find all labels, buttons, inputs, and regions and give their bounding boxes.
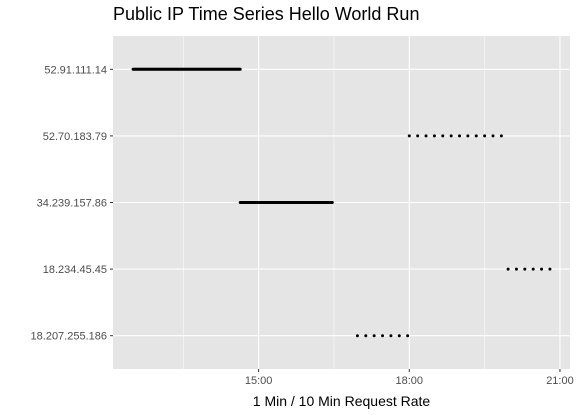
data-point bbox=[373, 334, 376, 337]
x-tick-label: 15:00 bbox=[245, 375, 273, 387]
x-axis-title: 1 Min / 10 Min Request Rate bbox=[253, 393, 431, 409]
data-point bbox=[331, 201, 334, 204]
data-point bbox=[548, 268, 551, 271]
data-point bbox=[406, 334, 409, 337]
x-tick-label: 21:00 bbox=[546, 375, 574, 387]
y-tick-label: 52.70.183.79 bbox=[43, 131, 107, 143]
data-point bbox=[239, 68, 242, 71]
data-point bbox=[441, 134, 444, 137]
y-tick-label: 18.207.255.186 bbox=[31, 331, 107, 343]
data-point bbox=[515, 268, 518, 271]
y-tick-label: 34.239.157.86 bbox=[37, 198, 107, 210]
data-point bbox=[475, 134, 478, 137]
data-point bbox=[416, 134, 419, 137]
data-point bbox=[500, 134, 503, 137]
data-point bbox=[433, 134, 436, 137]
data-point bbox=[356, 334, 359, 337]
x-tick-label: 18:00 bbox=[396, 375, 424, 387]
data-point bbox=[507, 268, 510, 271]
data-point bbox=[458, 134, 461, 137]
data-point bbox=[466, 134, 469, 137]
data-point bbox=[398, 334, 401, 337]
data-point bbox=[408, 134, 411, 137]
data-point bbox=[364, 334, 367, 337]
data-point bbox=[483, 134, 486, 137]
data-point bbox=[532, 268, 535, 271]
data-point bbox=[425, 134, 428, 137]
data-point bbox=[523, 268, 526, 271]
y-tick-label: 52.91.111.14 bbox=[44, 64, 107, 76]
y-tick-label: 18.234.45.45 bbox=[43, 264, 107, 276]
data-point bbox=[540, 268, 543, 271]
data-point bbox=[381, 334, 384, 337]
data-point bbox=[450, 134, 453, 137]
data-point bbox=[492, 134, 495, 137]
data-point bbox=[389, 334, 392, 337]
